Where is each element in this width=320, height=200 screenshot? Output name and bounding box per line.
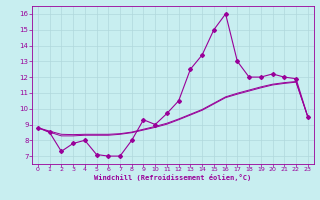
X-axis label: Windchill (Refroidissement éolien,°C): Windchill (Refroidissement éolien,°C) — [94, 174, 252, 181]
